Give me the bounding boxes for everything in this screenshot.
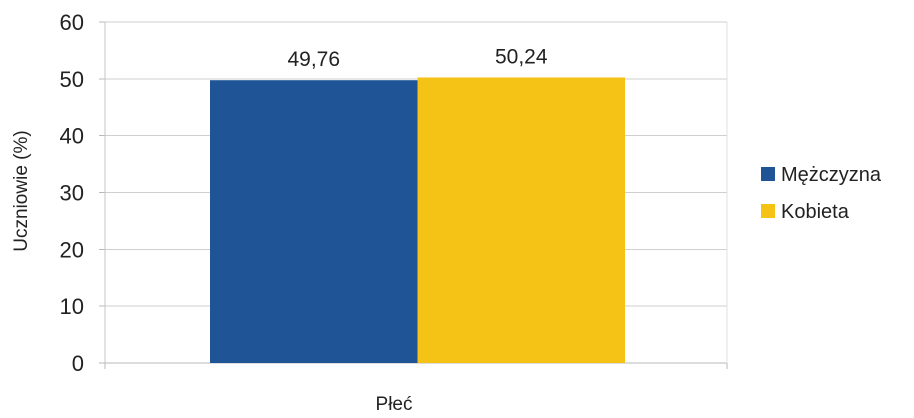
- legend-label: Kobieta: [781, 201, 850, 223]
- legend-label: Mężczyzna: [781, 164, 882, 186]
- y-tick-label: 50: [60, 67, 84, 92]
- data-label: 50,24: [495, 45, 548, 68]
- legend: Mężczyzna Kobieta: [761, 164, 882, 223]
- legend-swatch: [761, 204, 775, 218]
- bar-mezczyzna: [210, 80, 418, 364]
- bar-kobieta: [417, 77, 625, 363]
- legend-swatch: [761, 167, 775, 181]
- axes: 0 10 20 30 40 50 60: [60, 10, 728, 376]
- bars: [210, 77, 625, 364]
- y-tick-label: 30: [60, 181, 84, 206]
- y-tick-label: 10: [60, 294, 84, 319]
- y-axis-title: Uczniowie (%): [11, 130, 32, 251]
- y-tick-label: 0: [72, 351, 84, 376]
- y-tick-label: 20: [60, 237, 84, 262]
- data-label: 49,76: [287, 48, 340, 71]
- y-tick-label: 40: [60, 124, 84, 149]
- y-tick-label: 60: [60, 10, 84, 35]
- data-labels: 49,76 50,24: [287, 45, 547, 71]
- x-axis-title: Płeć: [376, 394, 413, 415]
